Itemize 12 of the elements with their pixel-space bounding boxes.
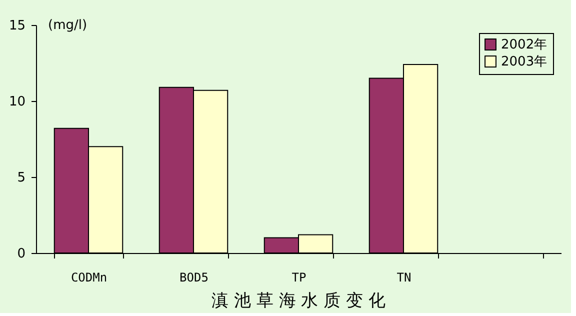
x-tick-label: TN	[396, 270, 412, 284]
y-tick-label: 10	[8, 94, 26, 110]
annotation: (mg/l)	[48, 18, 88, 33]
x-tick-label: BOD5	[180, 270, 208, 284]
legend-label: 2003年	[501, 54, 548, 70]
y-tick-label: 5	[17, 170, 26, 186]
y-tick-label: 0	[17, 246, 26, 262]
x-tick-label: TP	[292, 270, 306, 284]
x-tick-label: CODMn	[70, 270, 108, 284]
text: 滇 池 草 海 水 质 变 化	[212, 291, 386, 311]
legend-label: 2002年	[501, 38, 548, 52]
y-tick-label: 15	[8, 18, 26, 34]
